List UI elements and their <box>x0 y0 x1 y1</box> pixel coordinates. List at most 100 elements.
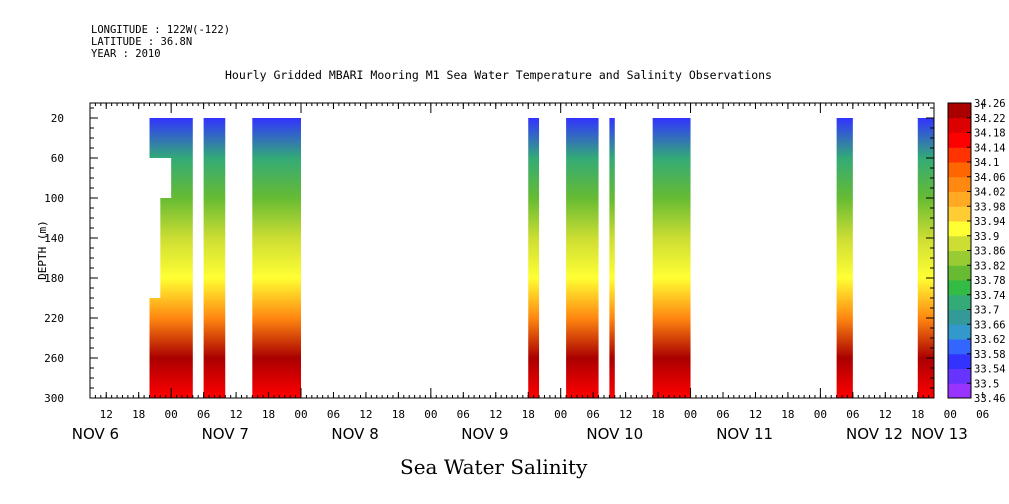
x-tick-label: 18 <box>781 408 794 421</box>
x-tick-label: 18 <box>262 408 275 421</box>
x-day-label: NOV 7 <box>202 425 249 443</box>
colorbar-swatch <box>948 353 971 369</box>
latitude-text: LATITUDE : 36.8N <box>91 36 193 48</box>
y-tick-label: 60 <box>51 152 64 165</box>
x-tick-label: 00 <box>944 408 957 421</box>
data-segment <box>917 118 934 398</box>
x-tick-label: 18 <box>522 408 535 421</box>
colorbar-swatch <box>948 250 971 266</box>
x-day-label: NOV 13 <box>911 425 968 443</box>
x-tick-label: 12 <box>879 408 892 421</box>
colorbar-label: 34.18 <box>974 128 1006 140</box>
colorbar-swatch <box>948 280 971 296</box>
colorbar-swatch <box>948 206 971 222</box>
missing-data-gap <box>149 158 172 198</box>
x-tick-label: 00 <box>684 408 697 421</box>
x-tick-label: 06 <box>976 408 989 421</box>
x-axis-title: Sea Water Salinity <box>400 455 588 479</box>
colorbar-swatch <box>948 191 971 207</box>
colorbar-label: 34.1 <box>974 157 999 169</box>
x-tick-label: 00 <box>554 408 567 421</box>
x-tick-label: 00 <box>424 408 437 421</box>
missing-data-gap <box>149 198 161 298</box>
x-tick-label: 18 <box>651 408 664 421</box>
colorbar: 34.26 34.22 34.18 34.14 34.1 34.06 34.02 33.98 3… <box>947 98 1006 405</box>
longitude-text: LONGITUDE : 122W(-122) <box>91 24 231 36</box>
colorbar-label: 33.66 <box>974 319 1006 331</box>
colorbar-label: 33.58 <box>974 349 1006 361</box>
data-segment <box>528 118 540 398</box>
colorbar-label: 33.74 <box>974 290 1006 302</box>
x-tick-label: 00 <box>814 408 827 421</box>
x-tick-label: 12 <box>229 408 242 421</box>
year-text: YEAR : 2010 <box>91 48 161 60</box>
colorbar-label: 33.46 <box>974 393 1006 405</box>
colorbar-label: 34.06 <box>974 172 1006 184</box>
x-tick-label: 06 <box>457 408 470 421</box>
colorbar-swatch <box>948 265 971 281</box>
colorbar-label: 33.94 <box>974 216 1006 228</box>
colorbar-swatch <box>948 368 971 384</box>
colorbar-label: 33.86 <box>974 246 1006 258</box>
x-tick-label: 18 <box>911 408 924 421</box>
data-segment <box>652 118 691 398</box>
y-tick-label: 140 <box>44 232 64 245</box>
y-tick-label: 100 <box>44 192 64 205</box>
data-segment <box>252 118 301 398</box>
y-tick-label: 300 <box>44 392 64 405</box>
x-tick-label: 06 <box>197 408 210 421</box>
colorbar-swatch <box>948 383 971 399</box>
x-tick-label: 06 <box>327 408 340 421</box>
chart-title: Hourly Gridded MBARI Mooring M1 Sea Wate… <box>225 68 772 82</box>
data-segment <box>203 118 226 398</box>
x-day-label: NOV 9 <box>461 425 508 443</box>
colorbar-swatch <box>948 339 971 355</box>
x-tick-label: 06 <box>716 408 729 421</box>
colorbar-swatch <box>948 176 971 192</box>
colorbar-label: 33.78 <box>974 275 1006 287</box>
x-tick-label: 12 <box>619 408 632 421</box>
colorbar-label: 33.5 <box>974 378 999 390</box>
x-tick-label: 06 <box>587 408 600 421</box>
colorbar-swatch <box>948 294 971 310</box>
x-day-label: NOV 10 <box>586 425 643 443</box>
y-tick-label: 180 <box>44 272 64 285</box>
colorbar-swatch <box>948 132 971 148</box>
data-segment <box>836 118 853 398</box>
x-day-label: NOV 8 <box>331 425 378 443</box>
data-segment <box>566 118 599 398</box>
y-tick-label: 20 <box>51 112 64 125</box>
colorbar-label: 34.22 <box>974 113 1006 125</box>
colorbar-label: 33.9 <box>974 231 999 243</box>
colorbar-swatch <box>948 221 971 237</box>
colorbar-swatch <box>948 309 971 325</box>
colorbar-swatch <box>948 103 971 119</box>
colorbar-label: 33.82 <box>974 260 1006 272</box>
x-tick-label: 12 <box>359 408 372 421</box>
colorbar-label: 34.02 <box>974 187 1006 199</box>
colorbar-label: 33.98 <box>974 201 1006 213</box>
colorbar-swatch <box>948 162 971 178</box>
y-axis-title: DEPTH (m) <box>36 220 49 280</box>
x-day-label: NOV 12 <box>846 425 903 443</box>
colorbar-swatch <box>948 147 971 163</box>
data-segments <box>149 118 934 398</box>
x-tick-label: 12 <box>749 408 762 421</box>
y-tick-label: 260 <box>44 352 64 365</box>
axes: 12 18 00 06 12 18 00 06 12 18 00 06 12 18 00 06 12 18 00 06… <box>36 103 989 443</box>
data-segment <box>609 118 615 398</box>
x-tick-label: 12 <box>489 408 502 421</box>
colorbar-label: 34.14 <box>974 142 1006 154</box>
x-tick-label: 18 <box>392 408 405 421</box>
colorbar-label: 33.7 <box>974 305 999 317</box>
colorbar-label: 34.26 <box>974 98 1006 110</box>
x-tick-label: 06 <box>846 408 859 421</box>
y-tick-label: 220 <box>44 312 64 325</box>
x-tick-label: 18 <box>132 408 145 421</box>
colorbar-swatch <box>948 117 971 133</box>
x-day-label: NOV 11 <box>716 425 773 443</box>
x-tick-label: 00 <box>294 408 307 421</box>
colorbar-label: 33.54 <box>974 364 1006 376</box>
x-day-label: NOV 6 <box>72 425 119 443</box>
colorbar-label: 33.62 <box>974 334 1006 346</box>
